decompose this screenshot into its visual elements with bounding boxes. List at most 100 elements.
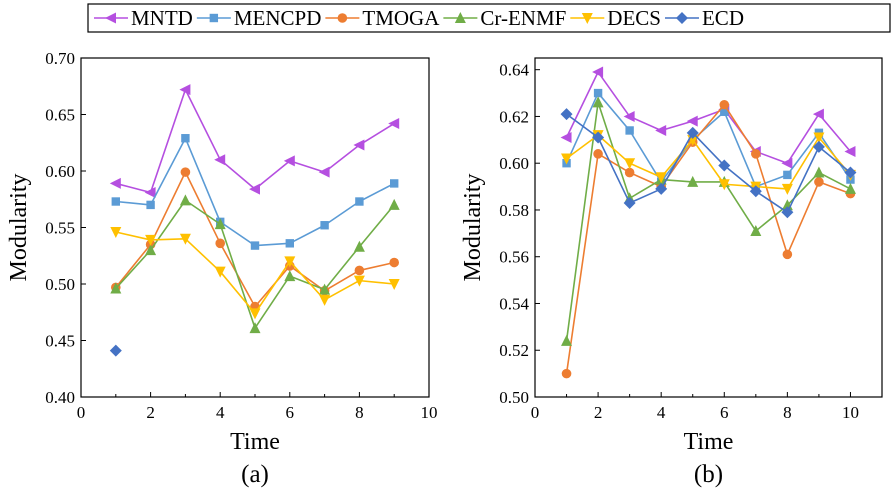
panel-b-y-axis-label: Modularity <box>460 174 486 282</box>
panel-b-point-tmoga-9 <box>814 177 824 187</box>
panel-b-point-ecd-2 <box>592 131 605 144</box>
panel-a-point-cr-enmf-9 <box>388 198 400 210</box>
panel-b-caption: (b) <box>694 461 723 488</box>
panel-b-point-ecd-9 <box>812 140 825 153</box>
legend-label-cr-enmf: Cr-ENMF <box>480 6 566 30</box>
panel-b-xtick-label-3: 6 <box>720 403 729 422</box>
panel-b-point-ecd-1 <box>560 108 573 121</box>
panel-a-point-mencpd-2 <box>146 200 155 210</box>
panel-a-point-mencpd-7 <box>320 221 329 230</box>
panel-a-caption: (a) <box>241 461 269 488</box>
panel-b-point-ecd-3 <box>623 196 636 209</box>
panel-a-point-decs-6 <box>284 256 296 268</box>
panel-b-series-line-mntd <box>565 71 852 165</box>
panel-a: 0.40 0.45 0.50 0.55 0.60 0.65 0.70 0 2 4 6 8 10 Time M… <box>6 49 438 488</box>
panel-b-point-cr-enmf-7 <box>750 225 762 237</box>
panel-b-point-cr-enmf-9 <box>813 166 825 178</box>
legend-marker-mntd <box>105 12 116 24</box>
panel-b-point-mencpd-8 <box>783 170 792 180</box>
panel-b-ytick-label-5: 0.60 <box>499 154 529 173</box>
panel-a-point-decs-1 <box>110 227 122 239</box>
panel-b-xtick-label-4: 8 <box>783 403 792 422</box>
panel-a-point-cr-enmf-7 <box>319 283 331 295</box>
panel-b-point-ecd-10 <box>844 166 857 179</box>
panel-a-point-mencpd-3 <box>181 134 190 143</box>
panel-a-point-tmoga-8 <box>354 265 365 276</box>
legend-marker-decs <box>581 13 593 24</box>
panel-b-point-ecd-8 <box>781 206 794 219</box>
panel-b-series-line-ecd <box>566 113 851 214</box>
panel-a-point-mntd-3 <box>179 84 191 96</box>
panel-a-ytick-label-4: 0.60 <box>45 162 75 181</box>
panel-b-point-mntd-8 <box>781 157 793 169</box>
panel-b-point-decs-9 <box>813 132 825 144</box>
panel-b-point-cr-enmf-10 <box>844 182 856 194</box>
panel-a-point-cr-enmf-8 <box>353 240 365 252</box>
panel-b-series-line-cr-enmf <box>565 101 851 341</box>
panel-a-y-axis-label: Modularity <box>6 174 32 282</box>
panel-b-point-ecd-6 <box>718 159 731 172</box>
panel-b-xtick-label-2: 4 <box>657 403 666 422</box>
panel-b-xtick-label-1: 2 <box>594 403 603 422</box>
legend: MNTD MENCPD TMOGA Cr-ENMF DECS ECD <box>87 3 891 33</box>
panel-a-point-mntd-6 <box>283 155 295 167</box>
panel-a-point-cr-enmf-3 <box>179 194 191 206</box>
panel-a-point-mntd-5 <box>249 183 260 195</box>
panel-b-series-line-decs <box>566 134 852 190</box>
panel-b-point-cr-enmf-2 <box>592 96 604 108</box>
panel-b-point-mntd-3 <box>623 110 635 122</box>
panel-b-point-mntd-5 <box>686 115 698 127</box>
panel-b-point-ecd-4 <box>655 182 668 195</box>
panel-a-point-cr-enmf-4 <box>214 218 226 230</box>
legend-label-mencpd: MENCPD <box>234 6 322 30</box>
panel-a-point-mencpd-8 <box>355 197 364 206</box>
panel-a-point-mntd-7 <box>318 166 330 178</box>
panel-b-point-mencpd-2 <box>593 88 603 98</box>
panel-b-plot-frame <box>534 57 883 398</box>
panel-a-point-tmoga-9 <box>389 257 400 268</box>
panel-b-point-ecd-5 <box>686 126 699 139</box>
panel-b-xtick-label-0: 0 <box>531 403 540 422</box>
panel-a-point-tmoga-3 <box>180 167 191 177</box>
panel-a-point-mencpd-6 <box>285 239 294 248</box>
panel-b-point-mntd-9 <box>812 108 824 120</box>
panel-a-ytick-label-5: 0.65 <box>45 106 75 125</box>
panel-a-x-axis-label: Time <box>230 429 280 455</box>
legend-label-ecd: ECD <box>702 6 744 30</box>
panel-a-point-tmoga-4 <box>215 238 225 249</box>
legend-label-tmoga: TMOGA <box>362 6 440 30</box>
legend-marker-ecd <box>675 12 688 24</box>
panel-a-series-line-mntd <box>115 88 395 194</box>
panel-b-series-line-mencpd <box>565 92 852 188</box>
panel-a-xtick-label-2: 4 <box>216 403 225 422</box>
panel-b-point-ecd-7 <box>749 185 762 198</box>
panel-b-point-mntd-1 <box>560 131 572 143</box>
panel-a-point-ecd-1 <box>109 344 122 357</box>
panel-a-xtick-label-3: 6 <box>286 403 295 422</box>
panel-b-ytick-label-7: 0.64 <box>499 61 529 80</box>
panel-a-point-mntd-8 <box>353 139 365 151</box>
legend-label-decs: DECS <box>607 6 661 30</box>
panel-b-point-cr-enmf-5 <box>687 175 699 187</box>
panel-a-point-decs-2 <box>145 234 157 246</box>
panel-a-xtick-label-0: 0 <box>77 403 86 422</box>
panel-b-point-tmoga-6 <box>719 99 730 110</box>
panel-b-point-decs-4 <box>655 172 667 184</box>
panel-a-ytick-label-2: 0.50 <box>45 275 75 294</box>
panel-a-point-cr-enmf-6 <box>284 270 296 282</box>
legend-marker-tmoga <box>337 13 348 23</box>
panel-a-point-mencpd-1 <box>111 197 120 206</box>
panel-b-point-tmoga-7 <box>751 149 761 159</box>
panel-a-ytick-label-0: 0.40 <box>45 388 75 407</box>
panel-b-point-mencpd-3 <box>625 126 634 135</box>
legend-label-mntd: MNTD <box>131 6 193 30</box>
panel-b-point-decs-3 <box>624 158 636 170</box>
panel-a-xtick-label-1: 2 <box>146 403 155 422</box>
panel-b-ytick-label-6: 0.62 <box>499 107 529 126</box>
panel-a-point-cr-enmf-5 <box>249 322 261 334</box>
panel-b-point-decs-8 <box>781 183 793 195</box>
panel-b-series-line-tmoga <box>565 103 851 374</box>
panel-a-ytick-label-1: 0.45 <box>45 332 75 351</box>
panel-a-xtick-label-5: 10 <box>421 403 438 422</box>
panel-b-ytick-label-3: 0.56 <box>499 248 529 267</box>
